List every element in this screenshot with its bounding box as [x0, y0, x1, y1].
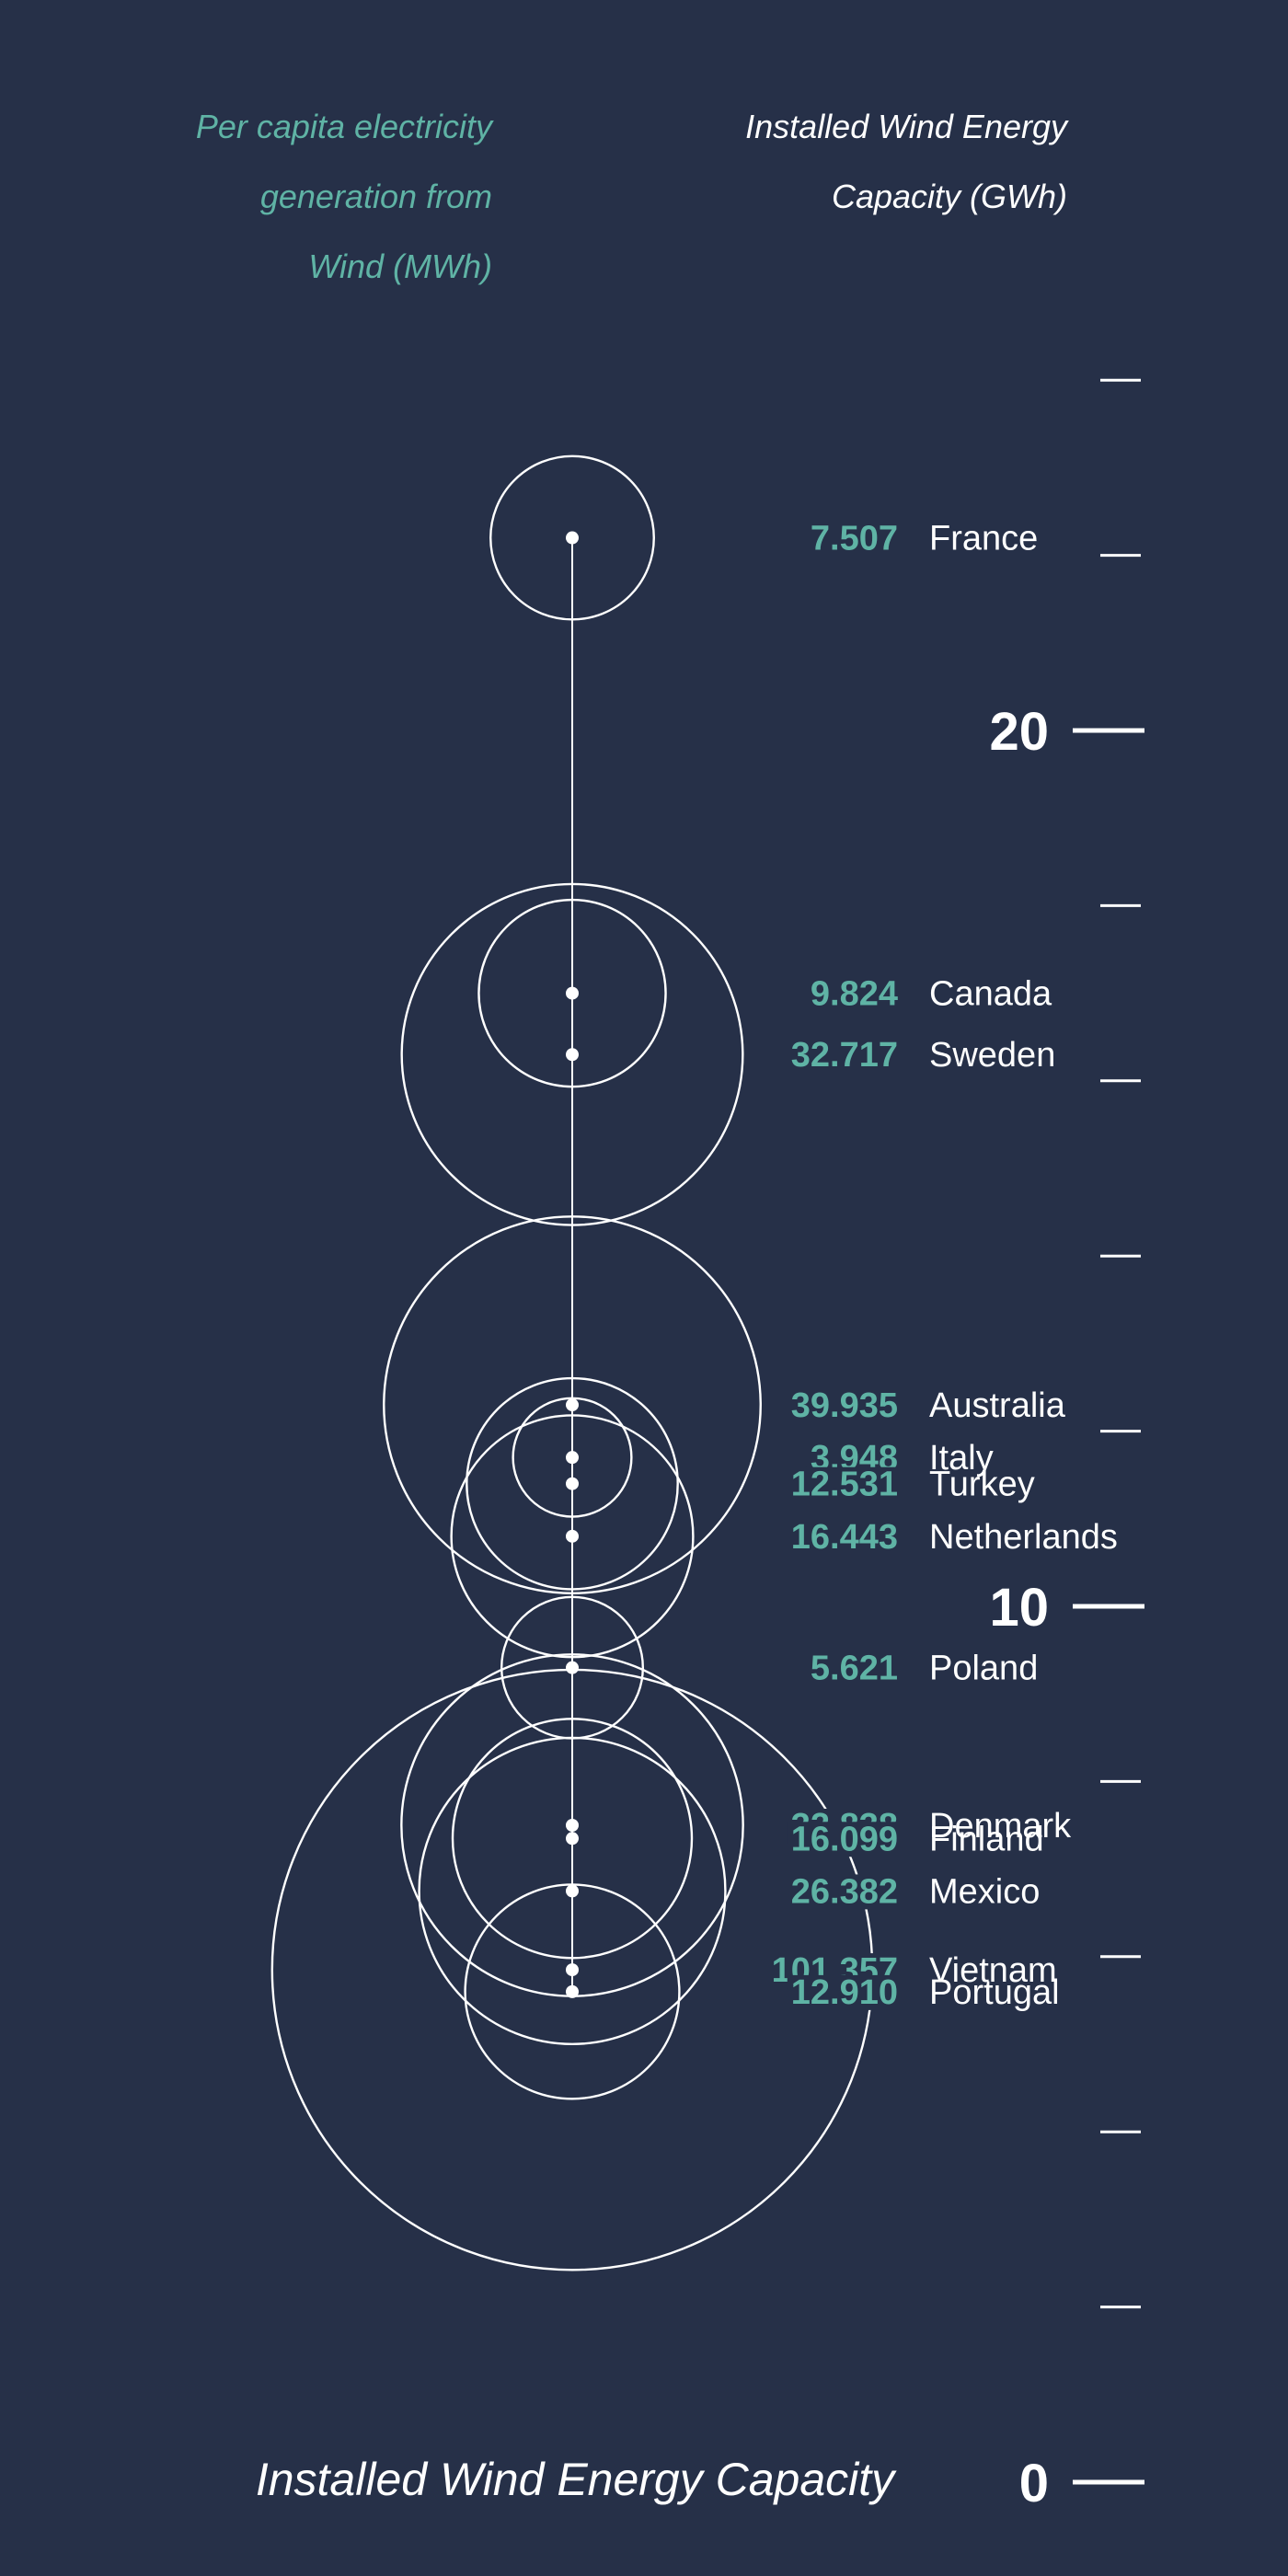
tick-label: 10 [989, 1578, 1049, 1638]
bubble-sweden [400, 882, 744, 1226]
left-header-line-2: generation from [259, 178, 492, 215]
label-backing [806, 521, 902, 557]
label-backing [787, 1038, 902, 1074]
left-header-line-3: Wind (MWh) [308, 247, 492, 285]
country-label: Poland [929, 1650, 1038, 1688]
bubble-italy [512, 1397, 633, 1518]
dot-finland [566, 1832, 579, 1846]
tick-label: 0 [1019, 2454, 1049, 2513]
left-header: Per capita electricity generation from W… [110, 92, 492, 302]
dot-australia [566, 1398, 579, 1412]
dot-italy [566, 1451, 579, 1465]
value-label: 5.621 [811, 1650, 898, 1688]
right-header: Installed Wind Energy Capacity (GWh) [662, 92, 1067, 232]
country-label: Denmark [929, 1807, 1072, 1846]
value-label: 16.099 [791, 1820, 898, 1858]
dot-france [566, 531, 579, 545]
bubble-turkey [466, 1376, 679, 1591]
data-labels: 7.507 France 9.824 Canada 32.717 Sweden 39.935… [767, 520, 1118, 2012]
value-label: 32.717 [791, 1036, 898, 1075]
bottom-title: Installed Wind Energy Capacity [255, 2454, 895, 2505]
country-label: Mexico [929, 1872, 1040, 1911]
bubble-netherlands [450, 1414, 695, 1659]
dot-mexico [566, 1884, 579, 1898]
dot-canada [566, 986, 579, 1000]
value-label: 26.382 [791, 1872, 898, 1911]
label-backing [787, 1388, 902, 1424]
label-backing [806, 976, 902, 1012]
tick-label: 20 [989, 702, 1049, 762]
y-axis: 0 10 20 [989, 51, 1169, 2513]
country-label: Sweden [929, 1036, 1055, 1075]
bubble-finland [451, 1718, 694, 1960]
bubble-france [489, 454, 655, 621]
right-header-line-1: Installed Wind Energy [745, 108, 1067, 145]
country-label: France [929, 520, 1038, 558]
label-backing [787, 1822, 902, 1857]
dot-vietnam [566, 1963, 579, 1977]
dot-denmark [566, 1819, 579, 1832]
dot-portugal [566, 1984, 579, 1998]
dot-poland [566, 1661, 579, 1674]
country-label: Finland [929, 1820, 1044, 1858]
value-label: 12.531 [791, 1466, 898, 1504]
dot-netherlands [566, 1529, 579, 1543]
value-label: 39.935 [791, 1386, 898, 1425]
left-header-line-1: Per capita electricity [195, 108, 492, 145]
right-header-line-2: Capacity (GWh) [831, 178, 1067, 215]
bubble-portugal [464, 1883, 681, 2100]
bubble-canada [477, 898, 667, 1088]
country-label: Portugal [929, 1973, 1060, 2012]
country-label: Netherlands [929, 1518, 1118, 1557]
country-label: Turkey [929, 1466, 1035, 1504]
country-label: Canada [929, 975, 1052, 1014]
label-backing [787, 1974, 902, 2010]
bubble-australia [383, 1215, 762, 1594]
value-label: 12.910 [791, 1973, 898, 2012]
country-label: Italy [929, 1439, 994, 1478]
label-backing [787, 1519, 902, 1555]
label-backing [806, 1650, 902, 1686]
label-backing [787, 1874, 902, 1910]
value-label: 7.507 [811, 520, 898, 558]
dot-sweden [566, 1048, 579, 1062]
value-label: 16.443 [791, 1518, 898, 1557]
bubble-mexico [418, 1736, 727, 2046]
country-label: Vietnam [929, 1951, 1057, 1990]
dot-turkey [566, 1477, 579, 1490]
value-label: 9.824 [811, 975, 898, 1014]
label-backing [787, 1466, 902, 1502]
country-label: Australia [929, 1386, 1066, 1425]
